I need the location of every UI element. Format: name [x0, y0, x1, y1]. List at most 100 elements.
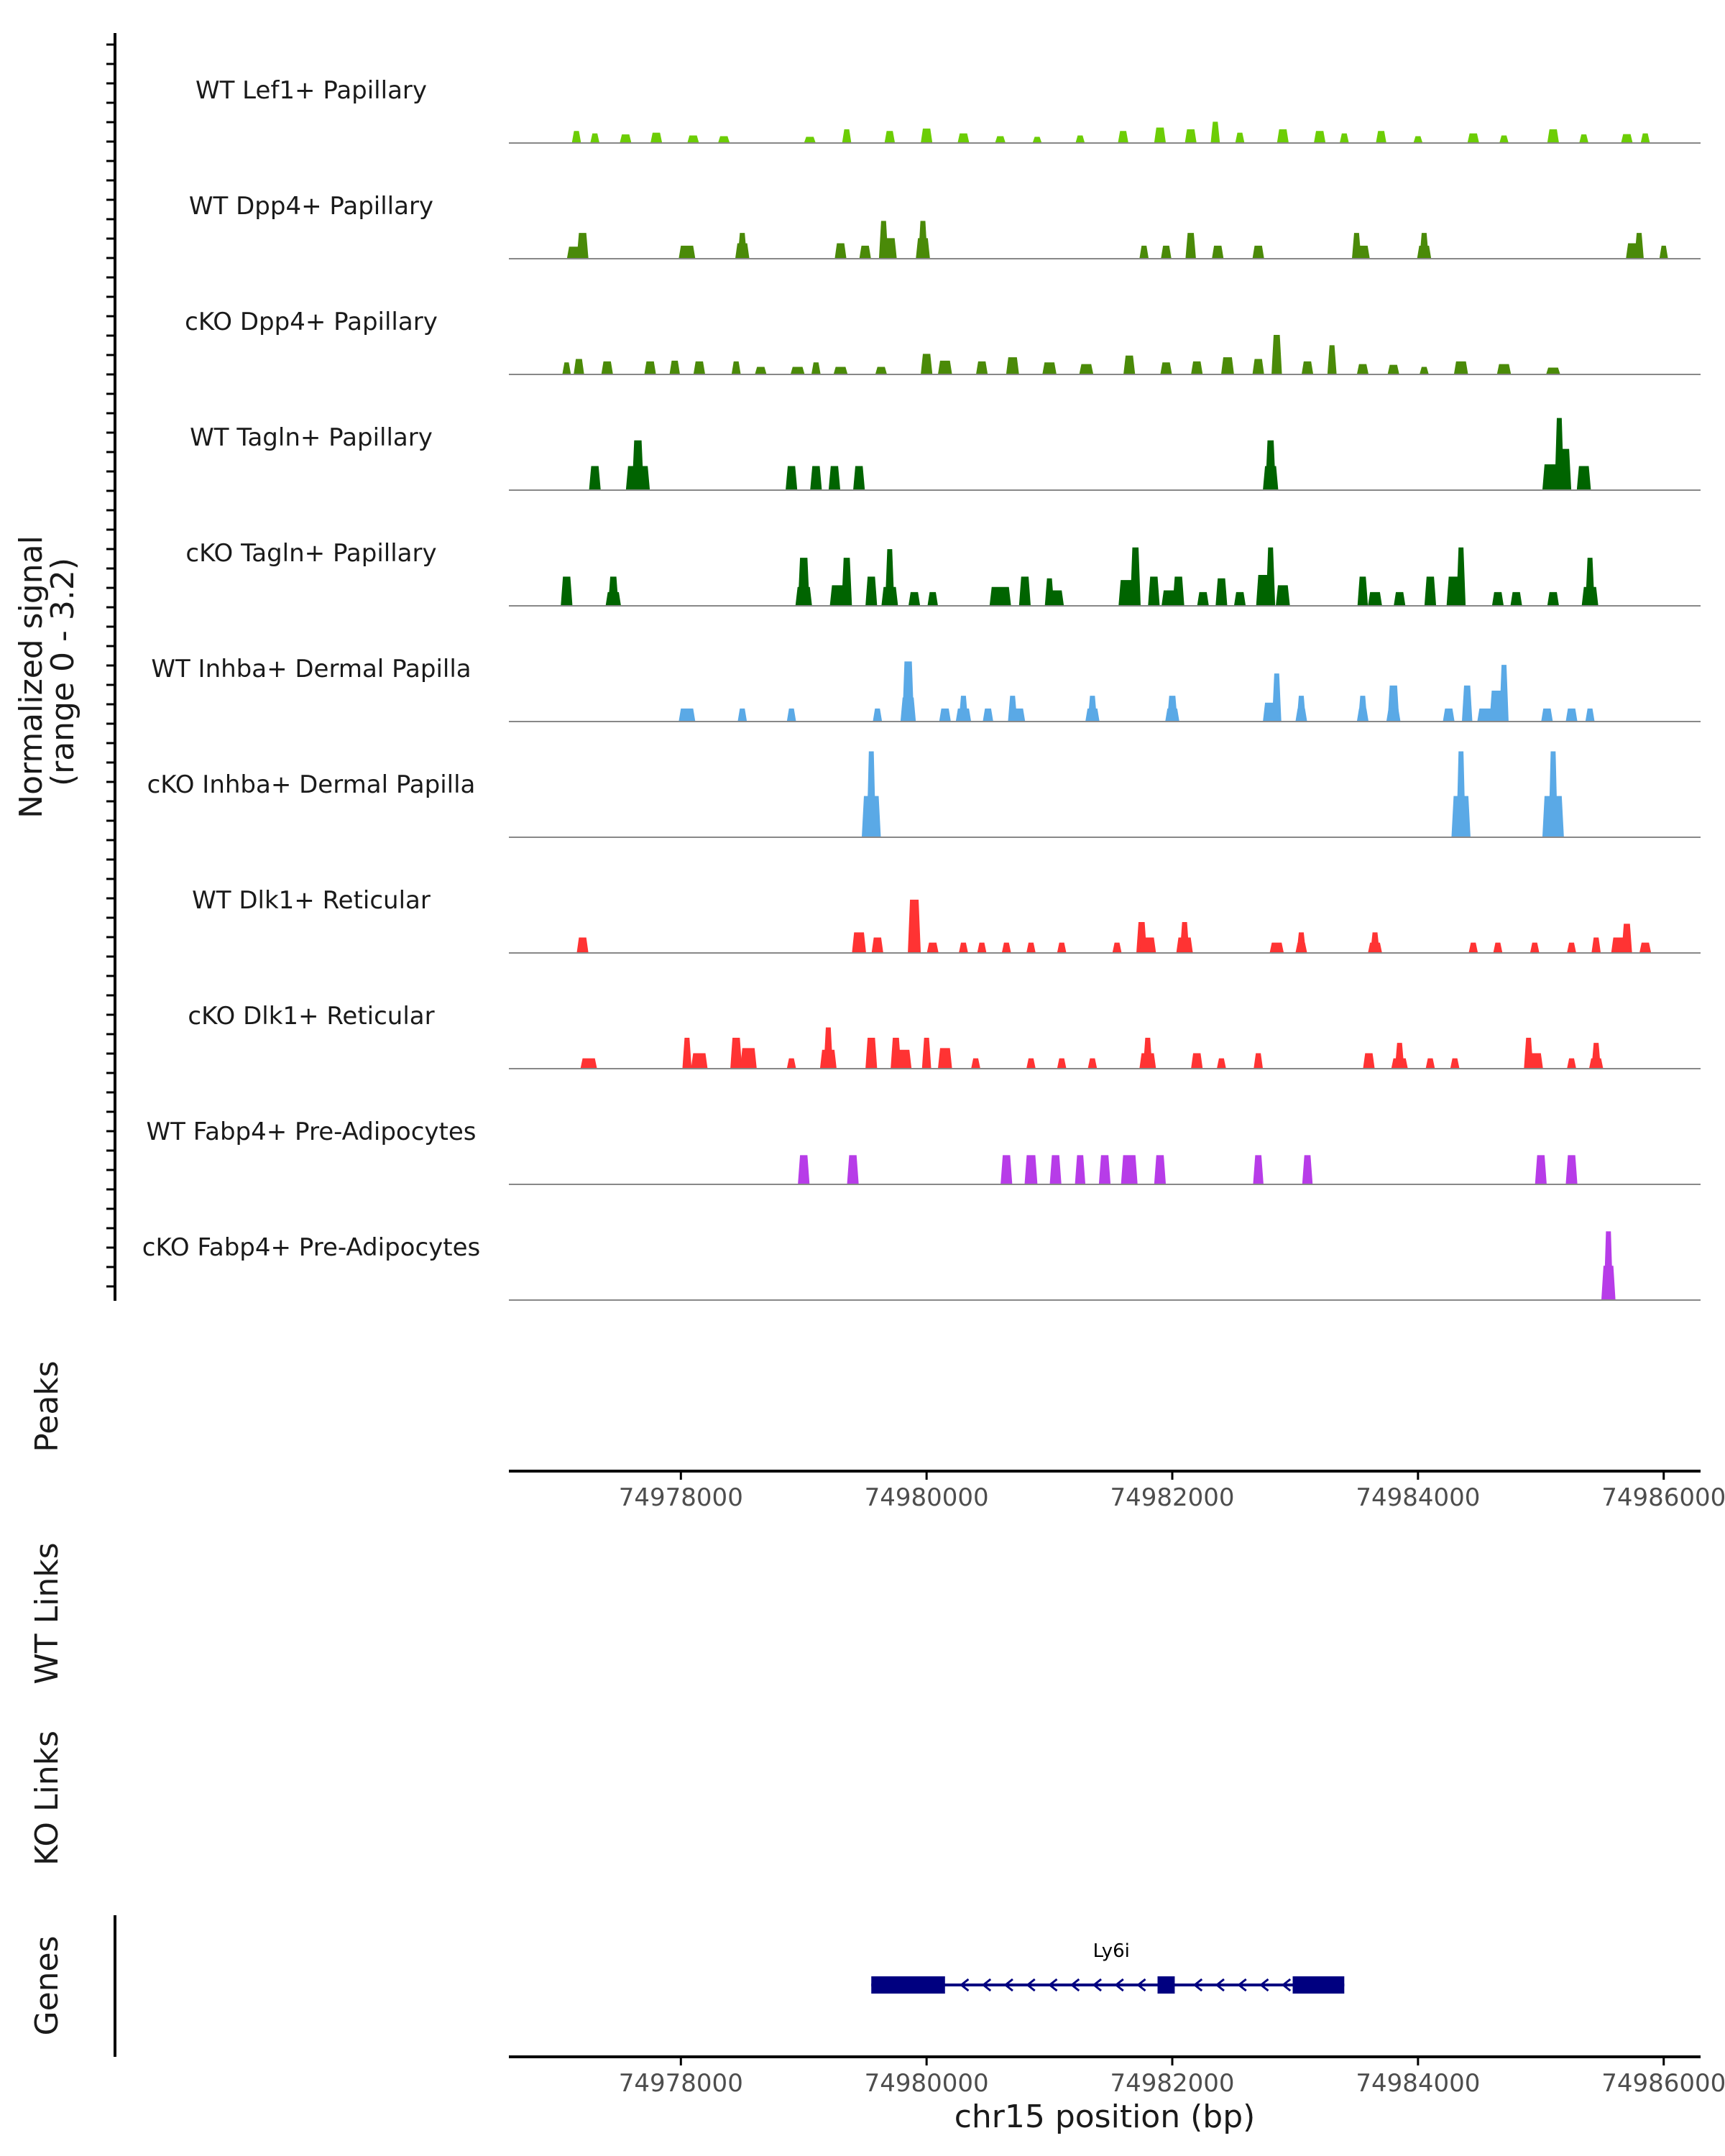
- track-label: WT Lef1+ Papillary: [196, 76, 427, 105]
- signal-peak: [574, 359, 584, 374]
- gene-strand-arrow: [1048, 1978, 1058, 1992]
- track-4: [509, 547, 1701, 607]
- signal-peak: [1581, 586, 1598, 606]
- signal-peak: [1220, 357, 1234, 374]
- x-tick-label: 74984000: [1356, 2069, 1480, 2098]
- signal-peak: [955, 708, 972, 722]
- signal-peak: [1139, 1053, 1156, 1069]
- signal-peak: [834, 243, 847, 259]
- signal-peak: [1079, 364, 1094, 374]
- signal-peak: [875, 367, 888, 374]
- track-label: cKO Inhba+ Dermal Papilla: [147, 770, 476, 799]
- signal-peak: [1165, 708, 1179, 722]
- signal-peak: [790, 367, 805, 374]
- signal-peak: [892, 1049, 912, 1069]
- signal-peak: [625, 466, 650, 490]
- signal-peak: [865, 1037, 878, 1069]
- signal-peak: [1263, 702, 1279, 722]
- signal-peak: [937, 360, 952, 374]
- signal-peak: [1376, 131, 1386, 143]
- signal-peak: [842, 129, 852, 143]
- signal-peak: [1098, 1155, 1111, 1184]
- signal-peak: [1185, 233, 1196, 259]
- signal-peak: [1535, 1155, 1547, 1184]
- gene-strand-arrow: [1070, 1978, 1080, 1992]
- signal-peak: [1210, 121, 1220, 143]
- x-tick-label: 74978000: [619, 1483, 743, 1512]
- gene-strand-arrow: [1259, 1978, 1269, 1992]
- signal-peak: [833, 367, 848, 374]
- signal-peak: [1235, 132, 1245, 143]
- x-tick-label: 74986000: [1601, 2069, 1725, 2098]
- signal-peak: [650, 132, 663, 143]
- signal-peak: [1295, 708, 1307, 722]
- gene-name: Ly6i: [1093, 1940, 1130, 1962]
- signal-peak: [1276, 129, 1289, 143]
- signal-peak: [859, 245, 871, 259]
- signal-peak: [1263, 466, 1279, 490]
- track-labels: WT Lef1+ Papillary WT Dpp4+ Papillary cKO …: [142, 76, 481, 1262]
- signal-peak: [921, 1037, 932, 1069]
- signal-peak: [1327, 345, 1337, 374]
- signal-peak: [1139, 937, 1156, 953]
- signal-peak: [1576, 466, 1591, 490]
- gene-strand-arrow: [1026, 1978, 1036, 1992]
- signal-peak: [957, 133, 970, 143]
- signal-peak: [861, 796, 881, 837]
- signal-peak: [828, 466, 841, 490]
- signal-peak: [1424, 576, 1437, 606]
- signal-peak: [566, 247, 586, 259]
- signal-peak: [1026, 1058, 1036, 1069]
- signal-peak: [1252, 245, 1264, 259]
- signal-peak: [786, 466, 798, 490]
- track-label: cKO Fabp4+ Pre-Adipocytes: [142, 1233, 481, 1262]
- signal-peak: [1302, 1155, 1313, 1184]
- signal-peak: [691, 1053, 708, 1069]
- track-label: WT Inhba+ Dermal Papilla: [151, 655, 471, 683]
- signal-peak: [1394, 591, 1406, 606]
- signal-peak: [571, 131, 581, 143]
- signal-peak: [1417, 245, 1432, 259]
- signal-peak: [576, 937, 589, 953]
- signal-peak: [884, 131, 896, 143]
- signal-peak: [1001, 942, 1011, 953]
- signal-peak: [786, 708, 796, 722]
- gene-exon: [1157, 1976, 1175, 1994]
- signal-peak: [1276, 585, 1290, 606]
- signal-peak: [693, 361, 706, 374]
- signal-peak: [669, 360, 681, 374]
- signal-peak: [1499, 135, 1509, 143]
- signal-peak: [1271, 335, 1282, 374]
- signal-peak: [1216, 1058, 1226, 1069]
- signal-peak: [975, 361, 988, 374]
- signal-peak: [1547, 591, 1560, 606]
- signal-peak: [1075, 1155, 1086, 1184]
- signal-peak: [1252, 359, 1264, 374]
- signal-peak: [1611, 937, 1631, 953]
- peaks-panel-label: Peaks: [29, 1360, 65, 1452]
- signal-peak: [1123, 355, 1136, 374]
- signal-peak: [1591, 937, 1601, 953]
- signal-peak: [1233, 591, 1246, 606]
- gene-strand-arrow: [1003, 1978, 1013, 1992]
- signal-peak: [852, 932, 866, 953]
- signal-peak: [1413, 136, 1423, 143]
- signal-peak: [682, 1037, 692, 1069]
- signal-peak: [1057, 1058, 1067, 1069]
- signal-peak: [995, 136, 1006, 143]
- signal-peak: [1161, 245, 1172, 259]
- signal-peak: [1468, 942, 1478, 953]
- signal-peak: [883, 238, 897, 259]
- track-8: [509, 1027, 1701, 1069]
- signal-peak: [1621, 134, 1633, 143]
- signal-peak: [1443, 708, 1455, 722]
- signal-peak: [1601, 1266, 1616, 1300]
- signal-peak: [1363, 1053, 1375, 1069]
- signal-peak: [1356, 708, 1369, 722]
- signal-peak: [1565, 1155, 1578, 1184]
- signal-peak: [1018, 576, 1031, 606]
- signal-peak: [916, 238, 930, 259]
- signal-peak: [1567, 1058, 1576, 1069]
- signal-peak: [1461, 685, 1473, 722]
